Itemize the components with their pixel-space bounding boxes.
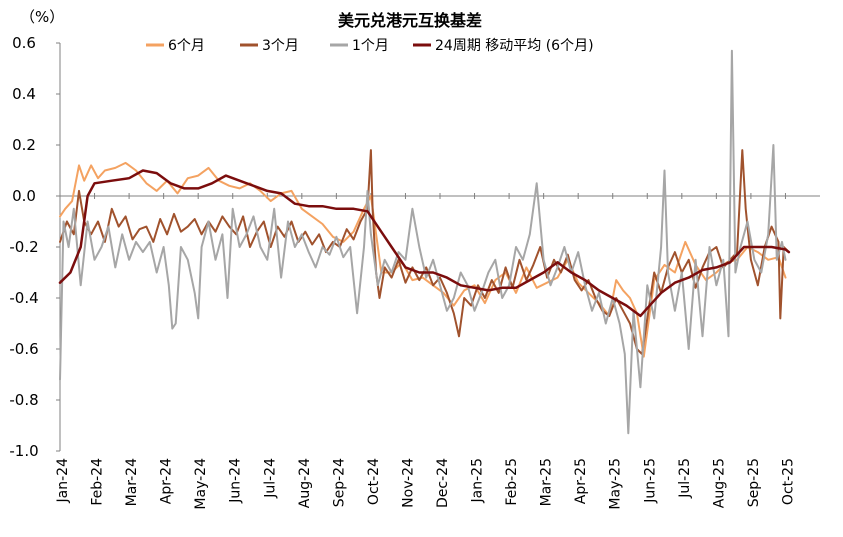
- x-tick-label: May-25: [608, 458, 624, 510]
- y-tick-label: 0.2: [12, 136, 36, 154]
- x-tick-label: Jun-25: [642, 458, 658, 504]
- x-tick-label: Nov-24: [400, 458, 416, 508]
- legend-label-4: 24周期 移动平均 (6个月): [435, 38, 594, 54]
- x-tick-label: Jul-24: [262, 458, 278, 499]
- x-tick-label: Oct-24: [366, 458, 382, 505]
- x-tick-label: Aug-24: [297, 458, 313, 508]
- legend: 6个月 3个月 1个月 24周期 移动平均 (6个月): [146, 38, 594, 54]
- y-tick-label: -0.4: [9, 289, 38, 307]
- y-tick-label: 0.0: [12, 187, 36, 205]
- y-tick-label: -1.0: [9, 442, 38, 460]
- legend-label-1: 6个月: [168, 38, 205, 54]
- x-tick-label: Sep-24: [331, 458, 347, 507]
- x-tick-label: Jul-25: [677, 458, 693, 499]
- y-tick-label: 0.4: [12, 85, 36, 103]
- x-tick-label: Mar-25: [539, 458, 555, 506]
- x-tick-label: Feb-25: [504, 458, 520, 506]
- series-line-2: [59, 149, 790, 356]
- series-line-3: [59, 49, 787, 435]
- x-tick-label: Sep-25: [746, 458, 762, 507]
- x-tick-label: Mar-24: [124, 458, 140, 506]
- axes: 0.6 0.4 0.2 0.0 -0.2 -0.4 -0.6 -0.8 -1.0 Jan-24 Fe…: [9, 34, 820, 510]
- x-tick-label: Apr-24: [159, 458, 175, 504]
- y-tick-label: -0.2: [9, 238, 38, 256]
- x-tick-label: Aug-25: [711, 458, 727, 508]
- y-tick-label: 0.6: [12, 34, 36, 52]
- legend-label-2: 3个月: [262, 38, 299, 54]
- x-tick-label: Jan-24: [55, 458, 71, 504]
- x-tick-label: May-24: [193, 458, 209, 510]
- y-tick-label: -0.8: [9, 391, 38, 409]
- y-tick-label: -0.6: [9, 340, 38, 358]
- series-group: [58, 49, 791, 435]
- x-tick-label: Apr-25: [573, 458, 589, 504]
- x-tick-label: Feb-24: [90, 458, 106, 506]
- series-line-4: [58, 169, 791, 318]
- x-tick-label: Jun-24: [228, 458, 244, 504]
- x-tick-label: Dec-24: [435, 458, 451, 508]
- x-tick-label: Oct-25: [780, 458, 796, 505]
- legend-label-3: 1个月: [352, 38, 389, 54]
- y-axis-unit-label: （%）: [20, 8, 64, 26]
- chart-title: 美元兑港元互换基差: [338, 11, 482, 30]
- x-tick-label: Jan-25: [470, 458, 486, 503]
